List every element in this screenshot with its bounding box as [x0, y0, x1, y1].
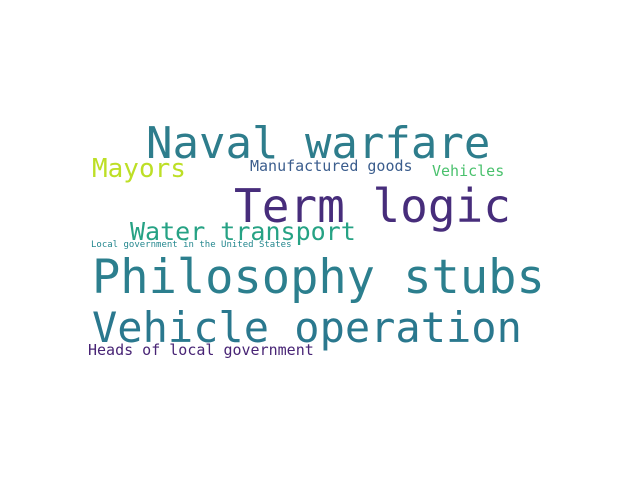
- word-mayors: Mayors: [92, 154, 186, 184]
- word-manufactured-goods: Manufactured goods: [250, 157, 413, 175]
- word-philosophy-stubs: Philosophy stubs: [92, 250, 545, 305]
- word-vehicle-operation: Vehicle operation: [92, 303, 522, 352]
- word-naval-warfare: Naval warfare: [146, 118, 491, 169]
- word-vehicles: Vehicles: [432, 162, 505, 180]
- word-local-government-us: Local government in the United States: [91, 240, 292, 250]
- word-water-transport: Water transport: [130, 217, 356, 246]
- word-term-logic: Term logic: [234, 179, 511, 233]
- word-heads-of-local-government: Heads of local government: [88, 341, 314, 359]
